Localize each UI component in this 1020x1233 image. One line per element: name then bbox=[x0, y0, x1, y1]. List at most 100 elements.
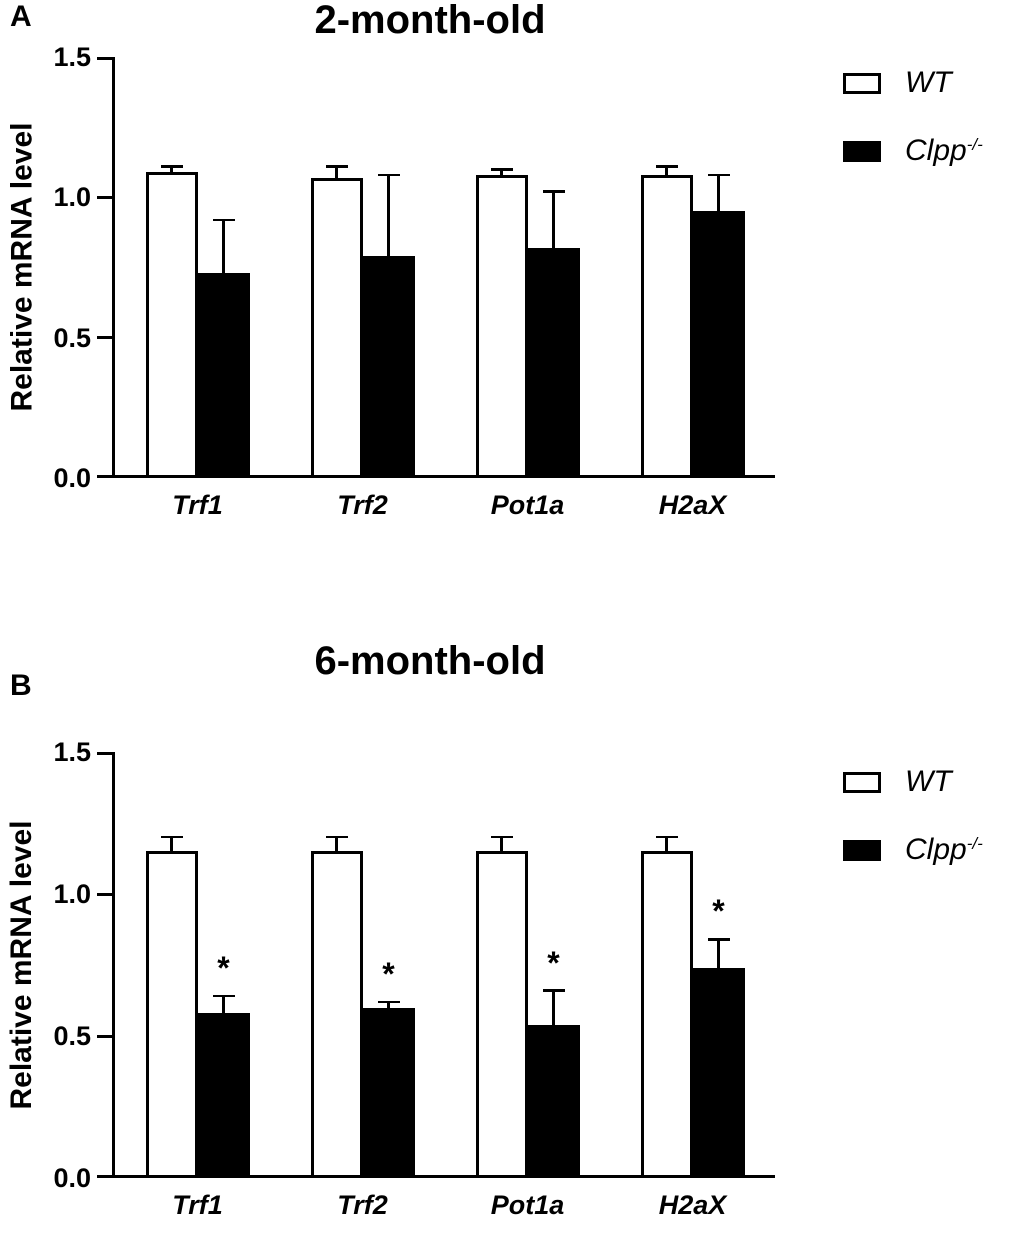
y-tick-label: 1.0 bbox=[53, 182, 91, 213]
error-bar-line bbox=[552, 191, 555, 248]
legend-swatch-clpp bbox=[843, 839, 881, 861]
significance-asterisk: * bbox=[547, 944, 560, 981]
legend-item-wt: WT bbox=[843, 68, 983, 98]
y-tick-label: 1.0 bbox=[53, 879, 91, 909]
panel-letter-b: B bbox=[10, 669, 32, 702]
legend-swatch-wt bbox=[843, 72, 881, 94]
legend-swatch-wt bbox=[843, 771, 881, 793]
plot-area-b: 0.0 0.5 1.0 1.5 * Trf1 * Trf2 * Pot1a * H2aX bbox=[53, 737, 775, 1220]
error-bar-line bbox=[665, 837, 668, 852]
y-tick bbox=[97, 57, 112, 60]
error-bar-line bbox=[387, 1001, 390, 1008]
y-axis bbox=[112, 57, 115, 478]
panel-title-a: 2-month-old bbox=[314, 0, 546, 42]
x-category-label: Trf1 bbox=[172, 1190, 223, 1220]
error-bar-cap bbox=[160, 165, 183, 168]
plot-area-a: 0.0 0.5 1.0 1.5 Trf1 Trf2 Pot1a H2aX bbox=[53, 42, 775, 520]
error-bar-cap bbox=[325, 835, 348, 839]
error-bar-cap bbox=[325, 165, 348, 168]
y-tick bbox=[97, 195, 112, 199]
error-bar-line bbox=[170, 166, 173, 173]
y-axis-label-b: Relative mRNA level bbox=[5, 820, 38, 1110]
error-bar-cap bbox=[490, 168, 513, 171]
y-tick-label: 1.5 bbox=[53, 737, 91, 767]
bar-wt-h2ax bbox=[640, 851, 693, 1178]
bar-wt-pot1a bbox=[475, 174, 528, 478]
panel-letter-a: A bbox=[10, 0, 32, 33]
y-axis bbox=[112, 752, 115, 1178]
error-bar-cap bbox=[707, 173, 730, 177]
bar-wt-trf1 bbox=[145, 172, 198, 478]
error-bar-cap bbox=[212, 218, 235, 222]
bar-clpp-pot1a bbox=[527, 247, 580, 478]
legend-swatch-clpp bbox=[843, 140, 881, 162]
x-axis bbox=[112, 475, 775, 478]
error-bar-cap bbox=[377, 1000, 400, 1004]
error-bar-line bbox=[717, 174, 720, 212]
bar-wt-trf2 bbox=[310, 177, 363, 478]
x-axis bbox=[112, 1175, 775, 1178]
bar-wt-pot1a bbox=[475, 851, 528, 1178]
bar-wt-h2ax bbox=[640, 174, 693, 478]
error-bar-line bbox=[335, 837, 338, 852]
significance-asterisk: * bbox=[382, 955, 395, 992]
x-category-label: H2aX bbox=[658, 490, 727, 520]
legend-item-clpp: Clpp-/- bbox=[843, 136, 983, 166]
legend-label-wt: WT bbox=[905, 66, 952, 99]
bar-clpp-trf2 bbox=[362, 256, 415, 478]
x-category-label: Pot1a bbox=[490, 1190, 565, 1220]
error-bar-cap bbox=[377, 173, 400, 177]
error-bar-cap bbox=[655, 165, 678, 168]
bar-clpp-h2ax bbox=[692, 211, 745, 478]
error-bar-cap bbox=[655, 835, 678, 839]
significance-asterisk: * bbox=[712, 893, 725, 930]
bar-wt-trf1 bbox=[145, 851, 198, 1178]
bar-clpp-trf1 bbox=[197, 273, 250, 478]
x-category-label: Trf2 bbox=[337, 1190, 388, 1220]
error-bar-cap bbox=[542, 190, 565, 193]
legend-a: WT Clpp-/- bbox=[843, 68, 983, 166]
y-tick-label: 1.5 bbox=[53, 42, 91, 72]
legend-item-wt: WT bbox=[843, 767, 983, 797]
x-category-label: Pot1a bbox=[490, 490, 565, 520]
legend-label-wt: WT bbox=[905, 765, 952, 798]
legend-label-clpp: Clpp-/- bbox=[905, 134, 983, 167]
y-tick bbox=[97, 1034, 112, 1038]
y-tick bbox=[97, 752, 112, 755]
error-bar-line bbox=[500, 837, 503, 852]
error-bar-line bbox=[222, 996, 225, 1014]
panel-a: A 2-month-old Relative mRNA level 0.0 0.5… bbox=[0, 0, 1020, 616]
error-bar-line bbox=[500, 169, 503, 175]
y-tick-label: 0.5 bbox=[53, 322, 91, 353]
error-bar-line bbox=[552, 990, 555, 1025]
error-bar-cap bbox=[490, 835, 513, 839]
x-category-label: H2aX bbox=[658, 1190, 727, 1220]
bar-clpp-trf2 bbox=[362, 1007, 415, 1178]
legend-item-clpp: Clpp-/- bbox=[843, 835, 983, 865]
legend-label-clpp: Clpp-/- bbox=[905, 833, 983, 866]
error-bar-line bbox=[717, 939, 720, 968]
x-category-label: Trf2 bbox=[337, 490, 388, 520]
legend-b: WT Clpp-/- bbox=[843, 767, 983, 865]
error-bar-line bbox=[665, 166, 668, 175]
error-bar-cap bbox=[707, 938, 730, 941]
y-tick-label: 0.5 bbox=[53, 1021, 91, 1051]
y-tick bbox=[97, 1175, 112, 1178]
bar-wt-trf2 bbox=[310, 851, 363, 1178]
error-bar-line bbox=[387, 174, 390, 257]
y-tick-label: 0.0 bbox=[53, 1163, 91, 1193]
error-bar-line bbox=[170, 837, 173, 852]
bar-clpp-pot1a bbox=[527, 1024, 580, 1178]
bar-clpp-h2ax bbox=[692, 967, 745, 1178]
y-tick bbox=[97, 892, 112, 896]
error-bar-cap bbox=[212, 994, 235, 998]
y-tick bbox=[97, 336, 112, 340]
y-tick bbox=[97, 475, 112, 478]
error-bar-line bbox=[335, 166, 338, 178]
error-bar-line bbox=[222, 219, 225, 274]
error-bar-cap bbox=[160, 835, 183, 839]
significance-asterisk: * bbox=[217, 950, 230, 987]
panel-title-b: 6-month-old bbox=[314, 639, 546, 683]
bar-clpp-trf1 bbox=[197, 1013, 250, 1178]
